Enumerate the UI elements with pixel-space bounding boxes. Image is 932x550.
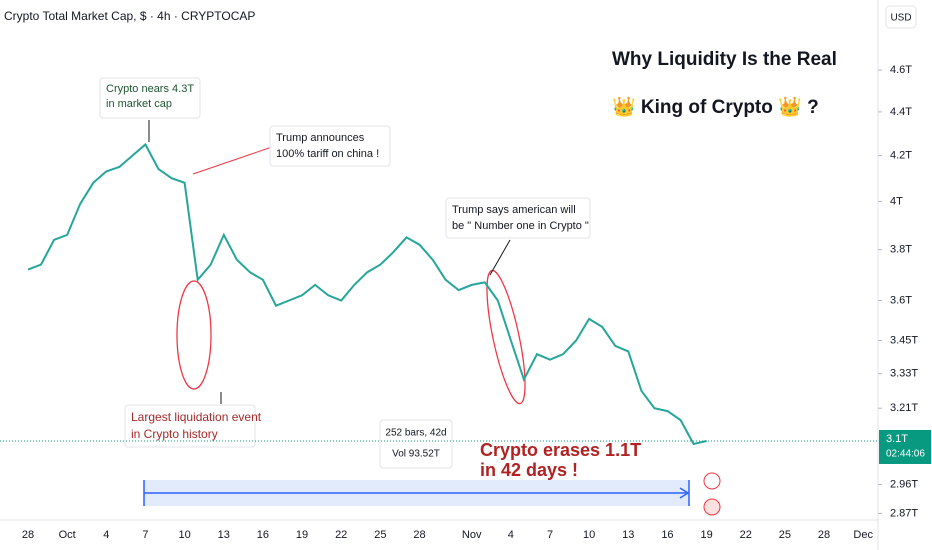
x-tick-label: 25 <box>374 529 386 541</box>
x-tick-label: 19 <box>296 529 308 541</box>
connector <box>192 146 273 175</box>
annotation-box <box>124 404 256 448</box>
price-tag <box>879 429 931 464</box>
x-tick-label: Oct <box>59 529 76 541</box>
currency-button[interactable] <box>885 5 917 29</box>
x-tick-label: 22 <box>335 529 347 541</box>
measure-bars: 252 bars, 42d <box>385 428 446 439</box>
y-tick-label: 3.21T <box>890 402 918 414</box>
annotation: Largest liquidation event <box>131 410 262 424</box>
annotation: Trump says american will <box>452 204 576 216</box>
annotation: in 42 days ! <box>480 460 578 480</box>
annotation-box <box>269 125 391 167</box>
annotation: Crypto nears 4.3T <box>106 83 194 95</box>
x-tick-label: 13 <box>622 529 634 541</box>
x-tick-label: 13 <box>218 529 230 541</box>
x-tick-label: 28 <box>22 529 34 541</box>
x-tick-label: 4 <box>508 529 514 541</box>
measure-volume: Vol 93.52T <box>392 449 440 460</box>
annotation: in Crypto history <box>131 427 218 441</box>
y-tick-label: 4.6T <box>890 64 912 76</box>
annotation-box <box>99 77 201 119</box>
symbol: Crypto Total Market Cap, $ · 4h · CRYPTO… <box>4 9 255 23</box>
highlight-ellipse <box>176 280 212 390</box>
arrow-head <box>679 487 690 499</box>
annotation: in market cap <box>106 98 172 110</box>
y-tick-label: 4.4T <box>890 106 912 118</box>
annotation-box <box>445 197 591 239</box>
x-tick-label: 16 <box>661 529 673 541</box>
y-tick-label: 3.8T <box>890 244 912 256</box>
x-tick-label: 4 <box>103 529 109 541</box>
price-tag-label: 3.1T <box>886 433 908 445</box>
x-tick-label: 7 <box>547 529 553 541</box>
y-tick-label: 2.96T <box>890 478 918 490</box>
x-tick-label: Nov <box>462 529 482 541</box>
x-tick-label: Dec <box>853 529 873 541</box>
x-tick-label: 10 <box>583 529 595 541</box>
price-line <box>27 142 707 446</box>
countdown: 02:44:06 <box>886 449 925 460</box>
x-tick-label: 16 <box>257 529 269 541</box>
x-tick-label: 7 <box>142 529 148 541</box>
title: Why Liquidity Is the Real <box>612 49 837 70</box>
y-tick-label: 4.2T <box>890 150 912 162</box>
x-tick-label: 28 <box>818 529 830 541</box>
y-tick-label: 3.6T <box>890 294 912 306</box>
x-tick-label: 28 <box>413 529 425 541</box>
x-tick-label: 19 <box>700 529 712 541</box>
y-tick-label: 3.45T <box>890 334 918 346</box>
annotation: 100% tariff on china ! <box>276 148 379 160</box>
currency[interactable]: USD <box>890 13 911 24</box>
measure-box <box>379 419 453 469</box>
annotation: Trump announces <box>276 132 365 144</box>
y-tick-label: 3.33T <box>890 368 918 380</box>
y-tick-label: 2.87T <box>890 507 918 519</box>
x-tick-label: 22 <box>740 529 752 541</box>
annotation: Crypto erases 1.1T <box>480 440 641 460</box>
highlight-ellipse <box>486 269 526 405</box>
x-tick-label: 25 <box>779 529 791 541</box>
annotation: be " Number one in Crypto " <box>452 220 589 232</box>
event-icon[interactable] <box>703 498 721 516</box>
event-icon[interactable] <box>703 472 721 490</box>
connector <box>489 239 511 276</box>
x-tick-label: 10 <box>178 529 190 541</box>
y-tick-label: 4T <box>890 195 903 207</box>
title: 👑 King of Crypto 👑 ? <box>612 96 819 118</box>
